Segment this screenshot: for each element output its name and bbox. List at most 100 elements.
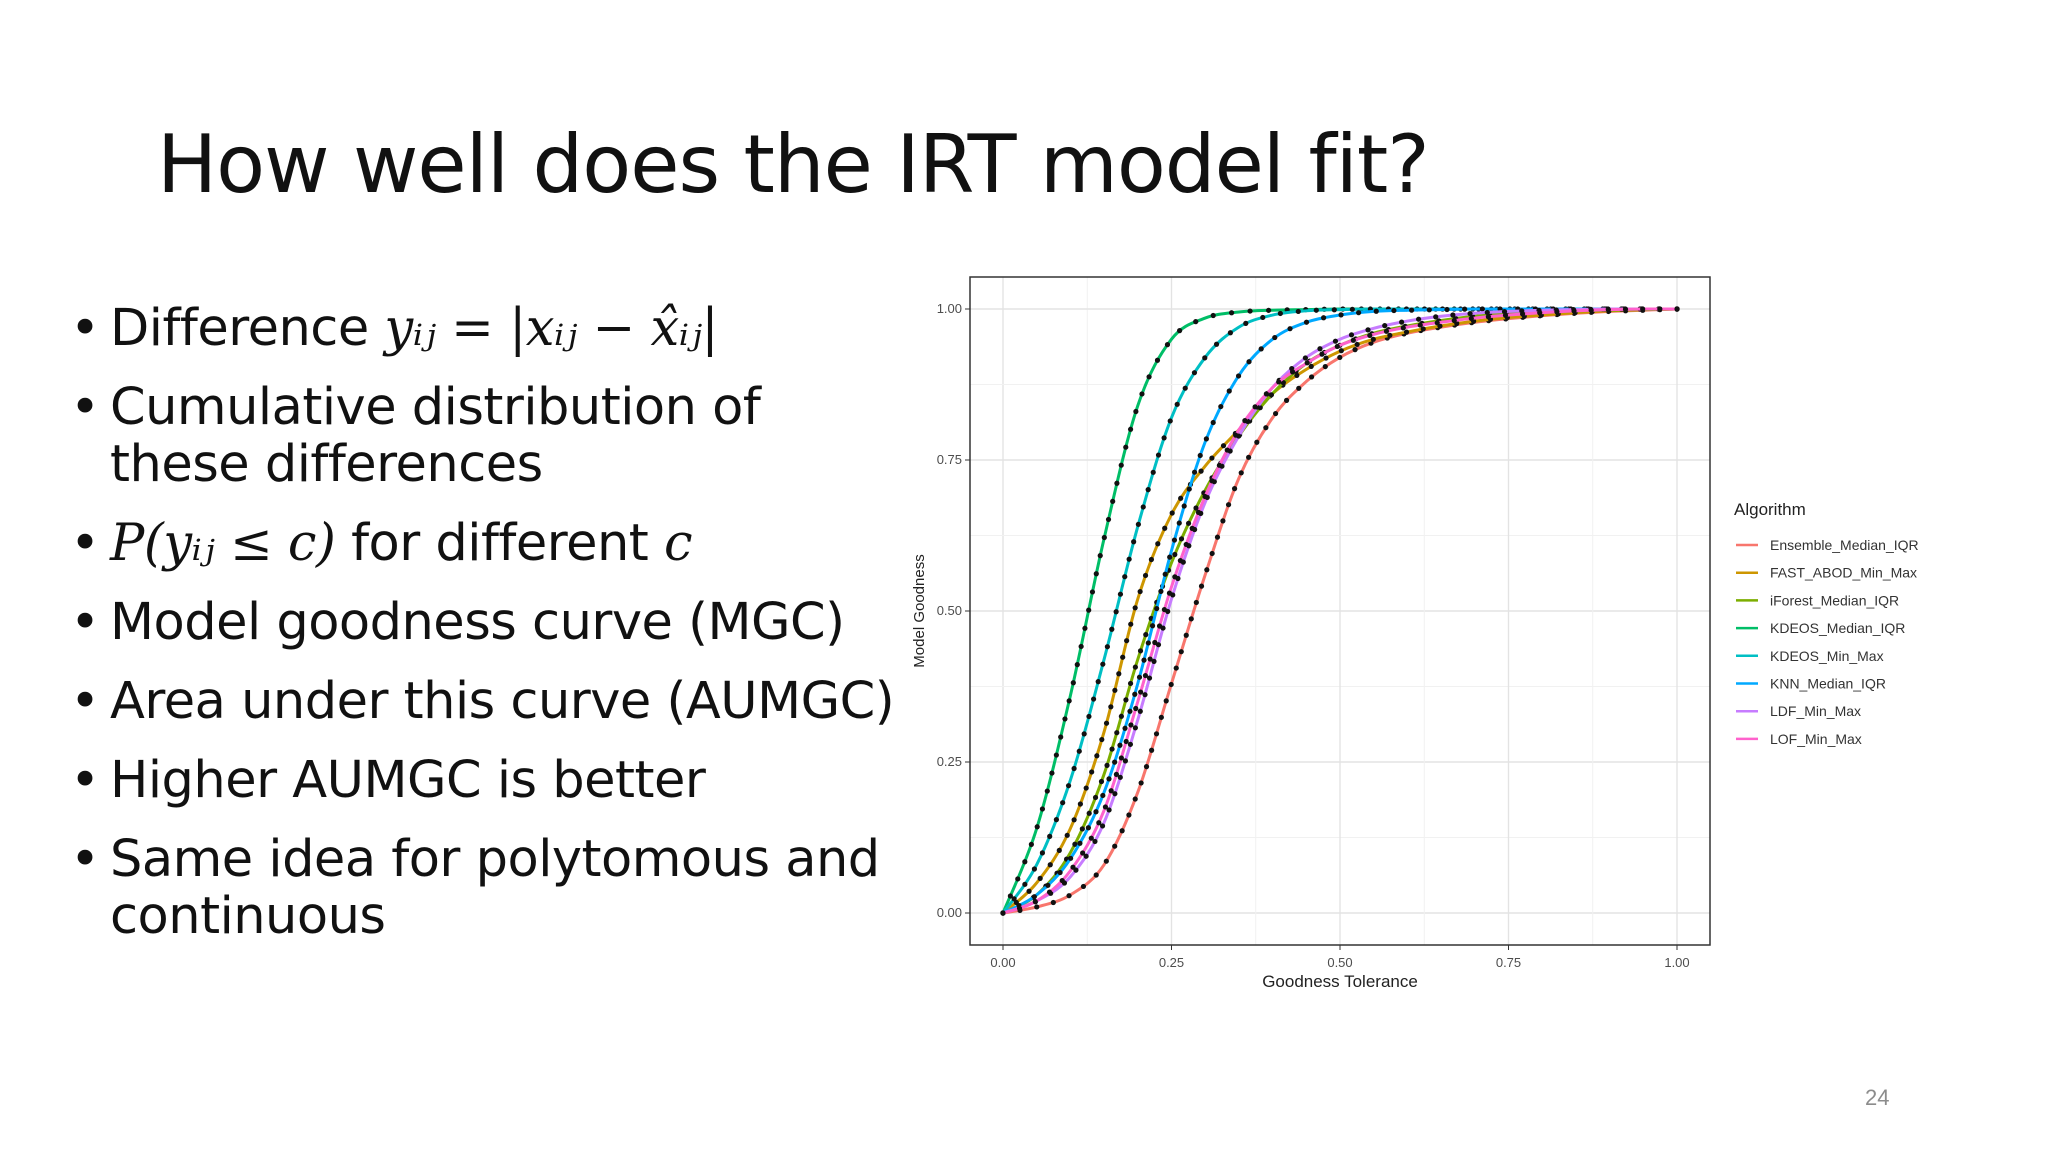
y-tick-label: 0.25 [937, 754, 962, 769]
data-point [1138, 780, 1144, 786]
data-point [1280, 380, 1286, 386]
data-point [1356, 310, 1362, 316]
data-point [1053, 752, 1059, 758]
data-point [1193, 319, 1199, 325]
data-point [1403, 329, 1410, 335]
data-point [1145, 487, 1151, 493]
data-point [1117, 774, 1123, 780]
data-point [1078, 643, 1084, 650]
data-point [1185, 520, 1192, 526]
data-point [1373, 308, 1379, 314]
bullet-text: Difference [110, 299, 385, 358]
legend: Algorithm Ensemble_Median_IQR FAST_ABOD_M… [1734, 500, 1919, 747]
data-point [1044, 788, 1050, 794]
data-point [1304, 360, 1310, 366]
data-point [1133, 408, 1139, 415]
data-point [1387, 332, 1393, 338]
data-point [1171, 537, 1178, 543]
data-point [1426, 307, 1432, 313]
bullet-text: Model goodness curve (MGC) [110, 593, 845, 652]
data-point [1224, 447, 1230, 453]
data-point [1154, 357, 1161, 363]
data-point [1072, 841, 1078, 847]
data-point [1085, 825, 1091, 831]
data-point [1119, 828, 1125, 834]
data-point [1149, 623, 1156, 629]
data-point [1131, 539, 1137, 545]
data-point [1132, 796, 1138, 802]
bullet-text: Cumulative distribution of these differe… [110, 378, 761, 494]
data-point [1210, 312, 1216, 319]
bullet-list: • Difference yᵢⱼ = |xᵢⱼ − x̂ᵢⱼ| • Cumulati… [70, 300, 910, 967]
data-point [1034, 824, 1040, 830]
data-point [1146, 374, 1152, 380]
data-point [1106, 807, 1112, 813]
data-point [1153, 731, 1160, 737]
data-point [1186, 486, 1192, 492]
data-point [1213, 341, 1220, 347]
data-point [1520, 311, 1526, 317]
data-point [1172, 551, 1178, 558]
data-point [1126, 812, 1132, 818]
data-point [1276, 379, 1282, 385]
data-point [1000, 910, 1006, 916]
data-point [1083, 853, 1089, 859]
data-point [1142, 672, 1149, 679]
data-point [1062, 716, 1068, 722]
data-point [1317, 346, 1323, 352]
legend-label: FAST_ABOD_Min_Max [1770, 565, 1917, 581]
data-point [1183, 541, 1189, 548]
data-point [1113, 771, 1120, 777]
data-point [1246, 359, 1252, 365]
data-point [1076, 748, 1082, 754]
data-point [1034, 904, 1040, 910]
data-point [1433, 314, 1439, 320]
data-point [1150, 469, 1156, 475]
data-point [1178, 495, 1184, 501]
data-point [1242, 418, 1248, 424]
data-point [1114, 730, 1120, 736]
data-point [1640, 306, 1646, 312]
data-point [1141, 657, 1147, 663]
data-point [1100, 661, 1106, 667]
data-point [1162, 571, 1168, 577]
data-point [1074, 662, 1080, 668]
data-point [1367, 332, 1373, 339]
data-point [1354, 341, 1360, 348]
data-point [1128, 621, 1134, 627]
data-point [1126, 556, 1132, 562]
model-goodness-chart: 0.00 0.25 0.50 0.75 1.00 0.00 0.25 0.50 0.75 1.00… [900, 265, 1980, 1005]
data-point [1416, 316, 1422, 322]
data-point [1122, 758, 1129, 764]
data-point [1168, 681, 1174, 688]
data-point [1094, 753, 1100, 759]
data-point [1231, 486, 1238, 492]
data-point [1272, 334, 1278, 341]
data-point [1296, 385, 1302, 391]
data-point [1015, 876, 1021, 882]
data-point [1070, 864, 1076, 870]
data-point [1089, 769, 1095, 775]
data-point [1295, 308, 1301, 315]
data-point [1243, 320, 1249, 326]
data-point [1332, 338, 1339, 344]
data-point [1225, 502, 1232, 508]
data-point [1252, 404, 1258, 410]
data-point [1434, 320, 1440, 326]
data-point [1167, 418, 1173, 424]
data-point [1022, 881, 1028, 887]
data-point [1233, 432, 1239, 438]
data-point [1032, 899, 1038, 905]
data-point [1137, 708, 1143, 714]
data-point [1152, 639, 1158, 646]
data-point [1077, 801, 1083, 807]
legend-label: KNN_Median_IQR [1770, 676, 1886, 692]
data-point [1308, 374, 1315, 380]
data-point [1124, 638, 1130, 644]
data-point [1137, 648, 1144, 654]
data-point [1071, 817, 1077, 823]
data-point [1127, 680, 1134, 687]
data-point [1266, 307, 1272, 313]
data-point [1123, 697, 1129, 703]
data-point [1145, 640, 1151, 646]
